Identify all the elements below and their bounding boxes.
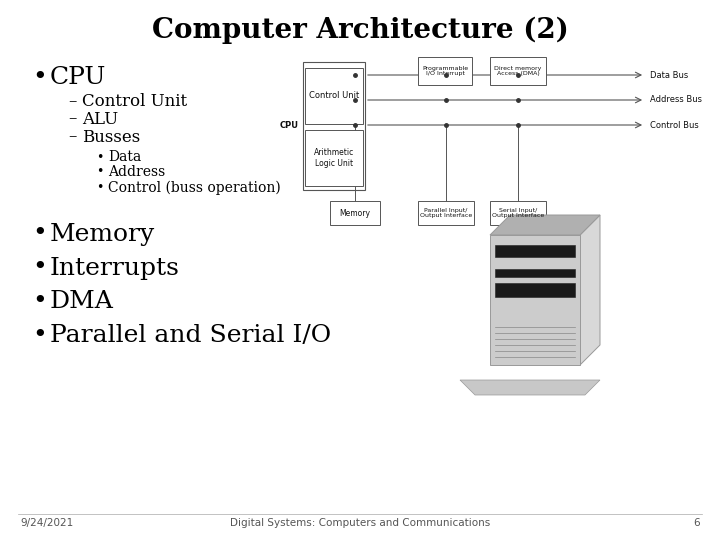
Text: CPU: CPU xyxy=(279,122,299,131)
Text: 9/24/2021: 9/24/2021 xyxy=(20,518,73,528)
Text: Memory: Memory xyxy=(340,208,371,218)
Bar xyxy=(418,57,472,85)
Text: Control (buss operation): Control (buss operation) xyxy=(108,181,281,195)
Text: •: • xyxy=(96,165,104,179)
Text: Digital Systems: Computers and Communications: Digital Systems: Computers and Communica… xyxy=(230,518,490,528)
Text: Parallel and Serial I/O: Parallel and Serial I/O xyxy=(50,325,331,348)
Text: Memory: Memory xyxy=(50,222,156,246)
Bar xyxy=(490,201,546,225)
Text: •: • xyxy=(96,151,104,164)
Text: Data: Data xyxy=(108,150,141,164)
Text: Control Unit: Control Unit xyxy=(309,91,359,100)
Text: CPU: CPU xyxy=(50,65,107,89)
Text: 6: 6 xyxy=(693,518,700,528)
Text: DMA: DMA xyxy=(50,291,114,314)
Text: Busses: Busses xyxy=(82,129,140,145)
Bar xyxy=(305,130,363,186)
Text: •: • xyxy=(32,222,47,246)
Bar xyxy=(305,68,363,124)
Bar xyxy=(418,201,474,225)
Text: Address Bus: Address Bus xyxy=(650,96,702,105)
Bar xyxy=(495,269,575,277)
Text: Address: Address xyxy=(108,165,166,179)
Text: •: • xyxy=(96,181,104,194)
Text: Control Bus: Control Bus xyxy=(650,120,698,130)
Bar xyxy=(303,62,365,190)
Text: Arithmetic
Logic Unit: Arithmetic Logic Unit xyxy=(314,148,354,168)
Text: Parallel Input/
Output Interface: Parallel Input/ Output Interface xyxy=(420,207,472,218)
Bar xyxy=(495,245,575,257)
Bar xyxy=(495,283,575,297)
Text: Direct memory
Access (DMA): Direct memory Access (DMA) xyxy=(495,65,541,76)
Polygon shape xyxy=(490,215,600,235)
Text: Interrupts: Interrupts xyxy=(50,256,180,280)
Text: Programmable
I/O Interrupt: Programmable I/O Interrupt xyxy=(422,65,468,76)
Bar xyxy=(330,201,380,225)
Bar xyxy=(490,57,546,85)
Text: –: – xyxy=(68,93,76,111)
Text: Control Unit: Control Unit xyxy=(82,93,187,111)
Text: •: • xyxy=(32,256,47,280)
Text: •: • xyxy=(32,65,47,89)
Text: Data Bus: Data Bus xyxy=(650,71,688,79)
Text: Computer Architecture (2): Computer Architecture (2) xyxy=(152,16,568,44)
Text: –: – xyxy=(68,111,76,127)
Bar xyxy=(490,235,580,365)
Text: Serial Input/
Output Interface: Serial Input/ Output Interface xyxy=(492,207,544,218)
Text: •: • xyxy=(32,325,47,348)
Text: –: – xyxy=(68,129,76,145)
Polygon shape xyxy=(580,215,600,365)
Text: •: • xyxy=(32,291,47,314)
Polygon shape xyxy=(460,380,600,395)
Text: ALU: ALU xyxy=(82,111,118,127)
